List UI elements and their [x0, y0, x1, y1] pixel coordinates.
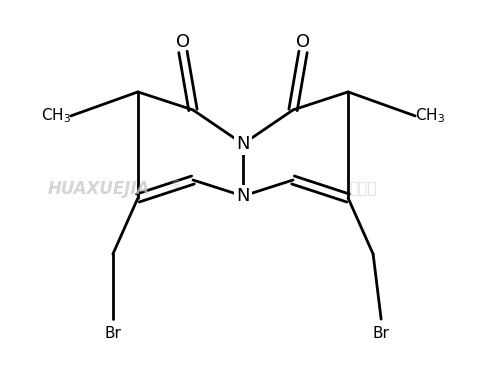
Text: 化学加: 化学加 — [349, 181, 377, 197]
Text: ®: ® — [170, 180, 181, 191]
Text: N: N — [236, 187, 250, 205]
Text: O: O — [176, 33, 190, 51]
Text: HUAXUEJIA: HUAXUEJIA — [48, 180, 150, 198]
Text: Br: Br — [104, 326, 122, 341]
Text: O: O — [296, 33, 310, 51]
Text: N: N — [236, 135, 250, 153]
Text: CH$_3$: CH$_3$ — [415, 107, 445, 125]
Text: Br: Br — [373, 326, 390, 341]
Text: CH$_3$: CH$_3$ — [41, 107, 71, 125]
